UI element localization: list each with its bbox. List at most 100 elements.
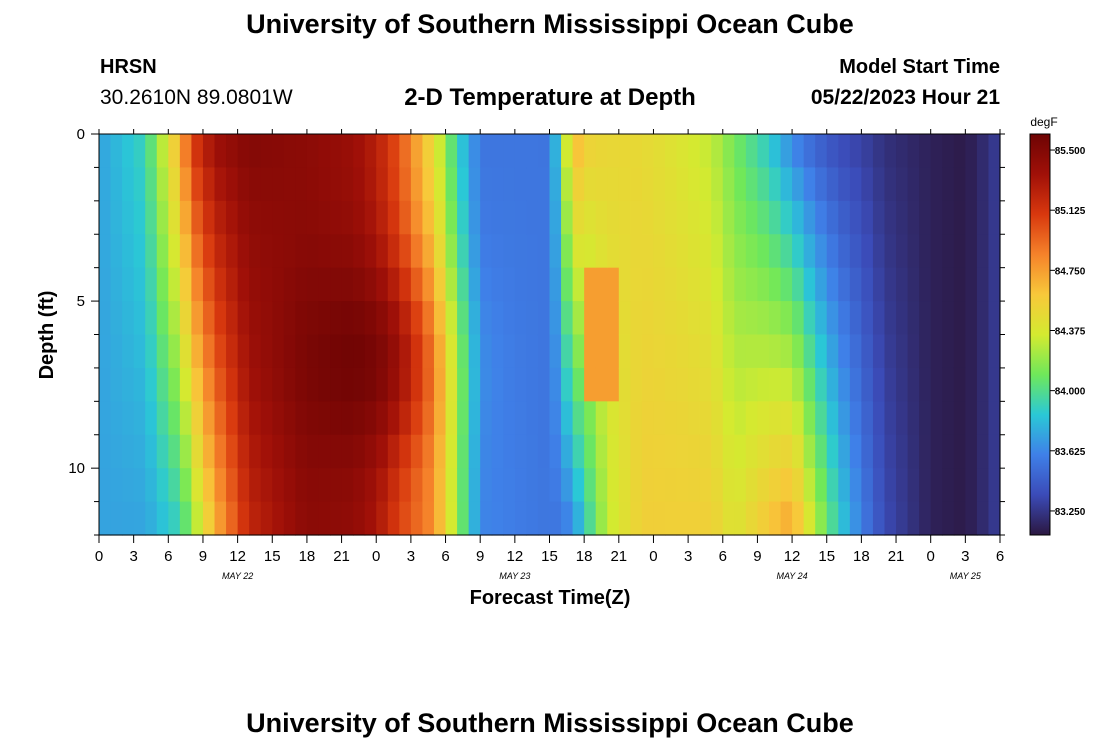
- heatmap-cell: [526, 434, 539, 469]
- heatmap-cell: [480, 367, 493, 402]
- heatmap-cell: [907, 200, 920, 235]
- heatmap-cell: [122, 401, 135, 436]
- heatmap-cell: [618, 134, 631, 169]
- heatmap-cell: [341, 434, 354, 469]
- heatmap-cell: [480, 234, 493, 269]
- heatmap-cell: [803, 200, 816, 235]
- heatmap-cell: [907, 367, 920, 402]
- heatmap-cell: [410, 334, 424, 369]
- heatmap-cell: [226, 134, 239, 169]
- heatmap-cell: [133, 267, 146, 302]
- heatmap-cell: [896, 200, 909, 235]
- heatmap-cell: [988, 301, 1001, 336]
- heatmap-cell: [330, 434, 343, 469]
- heatmap-cell: [156, 334, 169, 369]
- heatmap-cell: [549, 167, 562, 202]
- heatmap-cell: [607, 334, 620, 369]
- heatmap-cell: [480, 200, 493, 235]
- heatmap-cell: [745, 334, 759, 369]
- heatmap-cell: [514, 234, 527, 269]
- heatmap-cell: [272, 134, 285, 169]
- heatmap-cell: [376, 167, 389, 202]
- heatmap-cell: [214, 367, 227, 402]
- heatmap-cell: [930, 234, 943, 269]
- heatmap-cell: [676, 334, 689, 369]
- heatmap-cell: [838, 167, 851, 202]
- heatmap-cell: [965, 468, 978, 503]
- heatmap-cell: [907, 401, 920, 436]
- heatmap-cell: [306, 234, 320, 269]
- heatmap-cell: [653, 334, 666, 369]
- heatmap-cell: [179, 501, 193, 536]
- heatmap-cell: [803, 501, 816, 536]
- heatmap-cell: [711, 200, 724, 235]
- heatmap-cell: [665, 200, 678, 235]
- heatmap-cell: [110, 301, 123, 336]
- x-tick-label: 21: [888, 548, 905, 565]
- heatmap-cell: [330, 234, 343, 269]
- heatmap-cell: [99, 267, 112, 302]
- heatmap-cell: [815, 301, 828, 336]
- colorbar-tick-label: 83.250: [1055, 507, 1086, 518]
- heatmap-cell: [353, 334, 366, 369]
- heatmap-cell: [399, 401, 412, 436]
- heatmap-cell: [572, 301, 585, 336]
- heatmap-cell: [249, 200, 262, 235]
- heatmap-cell: [283, 134, 296, 169]
- heatmap-cell: [965, 501, 978, 536]
- heatmap-cell: [191, 501, 204, 536]
- heatmap-cell: [179, 468, 193, 503]
- heatmap-cell: [457, 200, 470, 235]
- heatmap-cell: [133, 501, 146, 536]
- heatmap-cell: [237, 134, 250, 169]
- heatmap-cell: [364, 200, 377, 235]
- colorbar-unit: degF: [1030, 115, 1057, 129]
- heatmap-cell: [191, 367, 204, 402]
- heatmap-cell: [526, 301, 539, 336]
- heatmap-cell: [445, 401, 458, 436]
- heatmap-cell: [930, 434, 943, 469]
- heatmap-cell: [630, 367, 643, 402]
- heatmap-cell: [410, 367, 424, 402]
- x-tick-label: 18: [576, 548, 593, 565]
- heatmap-cell: [665, 134, 678, 169]
- heatmap-cell: [930, 334, 943, 369]
- heatmap-cell: [353, 134, 366, 169]
- heatmap-cell: [353, 200, 366, 235]
- heatmap-cell: [561, 434, 574, 469]
- heatmap-cell: [260, 434, 273, 469]
- heatmap-cell: [595, 234, 608, 269]
- heatmap-cell: [549, 501, 562, 536]
- heatmap-cell: [792, 234, 805, 269]
- heatmap-cell: [838, 267, 851, 302]
- heatmap-cell: [630, 468, 643, 503]
- x-tick-label: 0: [927, 548, 935, 565]
- heatmap-cell: [803, 234, 816, 269]
- heatmap-cell: [561, 334, 574, 369]
- heatmap-cell: [826, 234, 839, 269]
- heatmap-cell: [907, 501, 920, 536]
- heatmap-cell: [514, 434, 527, 469]
- heatmap-cell: [457, 367, 470, 402]
- heatmap-cell: [826, 267, 839, 302]
- heatmap-cell: [410, 234, 424, 269]
- heatmap-cell: [792, 501, 805, 536]
- heatmap-cell: [156, 267, 169, 302]
- heatmap-cell: [480, 434, 493, 469]
- heatmap-cell: [480, 468, 493, 503]
- heatmap-cell: [202, 134, 216, 169]
- heatmap-cell: [133, 200, 146, 235]
- heatmap-cell: [561, 134, 574, 169]
- heatmap-cell: [422, 200, 435, 235]
- heatmap-cell: [595, 334, 608, 369]
- heatmap-cell: [803, 401, 816, 436]
- heatmap-cell: [202, 367, 216, 402]
- heatmap-cell: [988, 334, 1001, 369]
- x-tick-label: 6: [719, 548, 727, 565]
- heatmap-cell: [387, 468, 400, 503]
- heatmap-cell: [526, 167, 539, 202]
- heatmap-cell: [792, 334, 805, 369]
- heatmap-cell: [99, 134, 112, 169]
- colorbar-tick-label: 84.375: [1055, 326, 1086, 337]
- heatmap-cell: [618, 267, 631, 302]
